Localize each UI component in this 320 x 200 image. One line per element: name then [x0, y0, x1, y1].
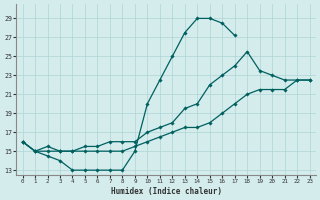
X-axis label: Humidex (Indice chaleur): Humidex (Indice chaleur): [111, 187, 221, 196]
